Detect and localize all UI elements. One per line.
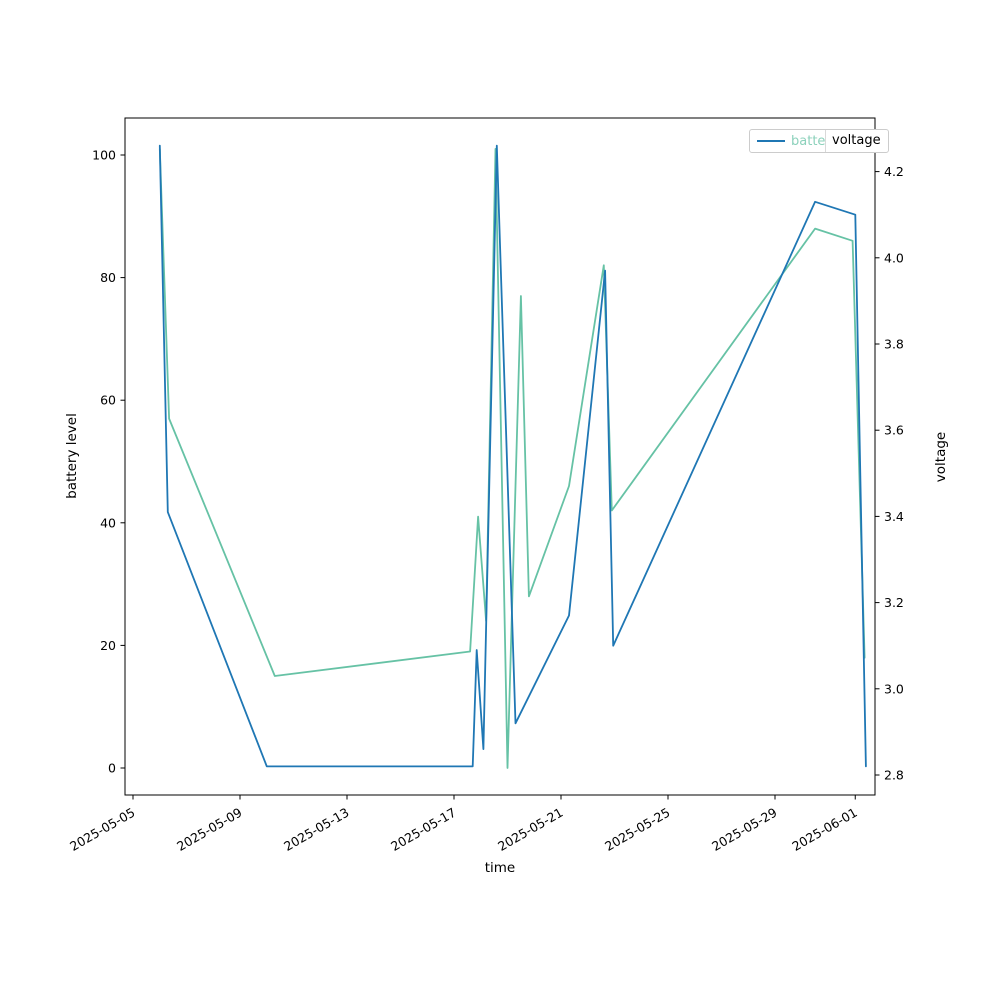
- x-tick-label: 2025-05-05: [67, 805, 137, 854]
- left-tick-label: 60: [100, 393, 116, 408]
- right-tick-label: 2.8: [884, 768, 904, 783]
- legend-label-voltage: voltage: [825, 130, 881, 152]
- x-tick-label: 2025-05-17: [388, 805, 458, 854]
- right-tick-label: 4.0: [884, 250, 904, 265]
- left-tick-label: 20: [100, 638, 116, 653]
- voltage-line-sample-icon: [757, 140, 785, 142]
- right-tick-label: 3.6: [884, 423, 904, 438]
- legend-label-battery-level: battery level: [791, 133, 825, 149]
- series-line-voltage: [158, 144, 867, 768]
- right-tick-label: 3.8: [884, 337, 904, 352]
- x-tick-label: 2025-05-25: [602, 805, 672, 854]
- left-tick-label: 80: [100, 270, 116, 285]
- x-tick-label: 2025-05-13: [281, 805, 351, 854]
- axes-frame: [124, 117, 876, 796]
- right-tick-label: 3.4: [884, 509, 904, 524]
- x-tick-label: 2025-06-01: [789, 805, 859, 854]
- right-y-axis-label: voltage: [933, 431, 949, 483]
- x-tick-label: 2025-05-29: [709, 805, 779, 854]
- series-line-battery-level: [158, 147, 866, 769]
- left-y-axis-label: battery level: [64, 413, 80, 499]
- legend: battery level voltage: [749, 129, 889, 153]
- x-axis-label: time: [484, 860, 516, 876]
- left-tick-label: 40: [100, 515, 116, 530]
- right-tick-label: 4.2: [884, 164, 904, 179]
- x-tick-label: 2025-05-09: [174, 805, 244, 854]
- x-tick-label: 2025-05-21: [495, 805, 565, 854]
- left-tick-label: 0: [108, 761, 116, 776]
- right-tick-label: 3.2: [884, 595, 904, 610]
- left-tick-label: 100: [92, 148, 116, 163]
- right-tick-label: 3.0: [884, 681, 904, 696]
